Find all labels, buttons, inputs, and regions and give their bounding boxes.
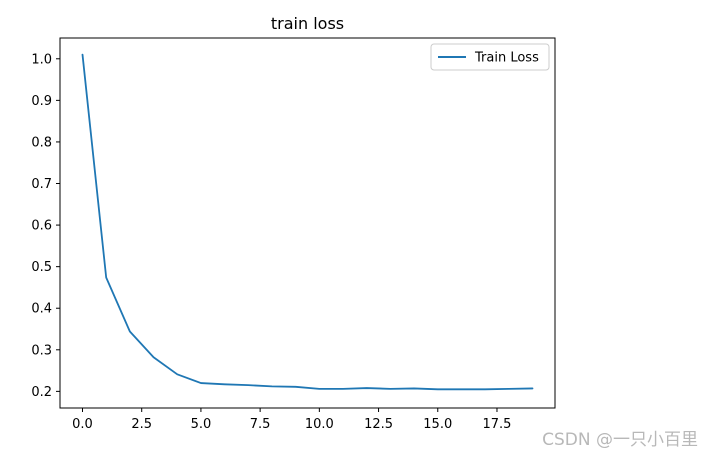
watermark: CSDN @一只小百里 xyxy=(542,430,698,450)
y-tick-label: 0.5 xyxy=(31,260,52,275)
legend: Train Loss xyxy=(430,43,550,71)
series-line-train-loss xyxy=(81,53,534,391)
x-tick-label: 12.5 xyxy=(364,417,393,432)
x-tick-label: 0.0 xyxy=(72,417,93,432)
x-tick-label: 15.0 xyxy=(423,417,452,432)
y-tick-label: 0.8 xyxy=(31,135,52,150)
plot-frame xyxy=(59,37,556,409)
y-tick-label: 0.7 xyxy=(31,177,52,192)
y-axis: 0.2 0.3 0.4 0.5 0.6 0.7 0.8 0.9 1.0 xyxy=(31,52,60,400)
legend-box xyxy=(430,43,550,71)
legend-label-train-loss: Train Loss xyxy=(474,51,539,66)
x-axis: 0.0 2.5 5.0 7.5 10.0 12.5 15.0 17.5 xyxy=(72,408,511,432)
series-layer xyxy=(81,53,534,391)
x-tick-label: 2.5 xyxy=(131,417,152,432)
y-tick-label: 0.4 xyxy=(31,302,52,317)
chart-title: train loss xyxy=(271,14,344,33)
x-tick-label: 10.0 xyxy=(305,417,334,432)
y-tick-label: 0.6 xyxy=(31,219,52,234)
plot-background xyxy=(60,38,555,408)
y-tick-label: 1.0 xyxy=(31,52,52,67)
x-tick-label: 5.0 xyxy=(191,417,212,432)
x-tick-label: 17.5 xyxy=(482,417,511,432)
y-tick-label: 0.3 xyxy=(31,343,52,358)
y-tick-label: 0.9 xyxy=(31,94,52,109)
y-tick-label: 0.2 xyxy=(31,385,52,400)
x-tick-label: 7.5 xyxy=(250,417,271,432)
